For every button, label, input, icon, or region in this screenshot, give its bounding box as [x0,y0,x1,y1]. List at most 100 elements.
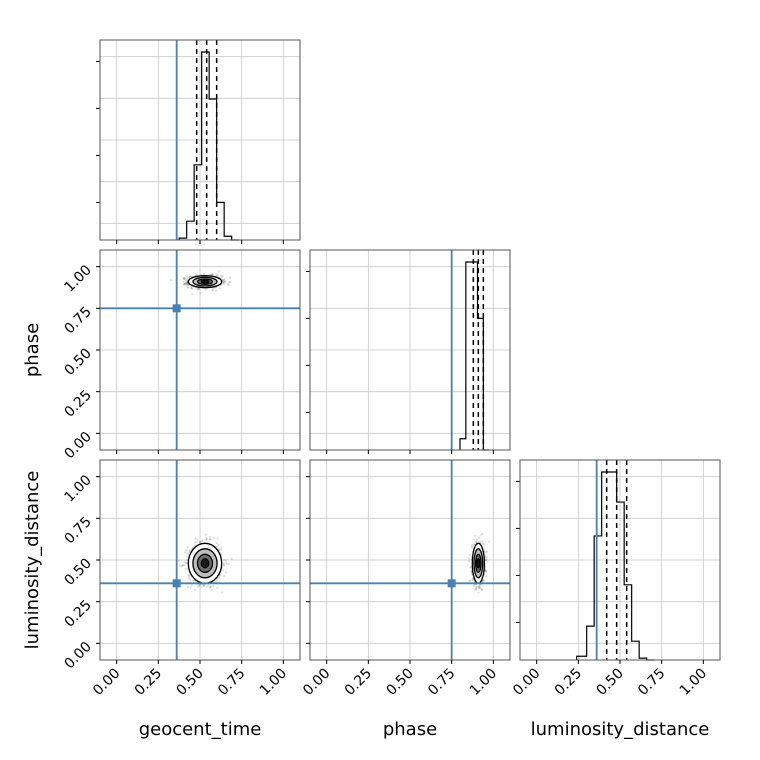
sample-point [475,538,479,541]
sample-point [228,281,231,284]
sample-point [183,283,186,286]
sample-point [485,558,488,562]
sample-point [183,277,186,280]
sample-point [471,543,474,546]
sample-point [478,586,482,590]
sample-point [194,588,197,591]
sample-point [184,567,188,570]
sample-point [212,536,216,539]
sample-point [227,563,231,566]
sample-point [222,278,225,281]
sample-point [211,584,214,588]
sample-point [187,552,190,556]
sample-point [181,563,184,566]
sample-point [215,289,218,292]
y-tick-label: 0.50 [61,346,94,379]
sample-point [481,540,484,543]
sample-point [228,276,232,279]
sample-point [484,550,487,553]
sample-point [220,546,223,550]
sample-point [230,557,233,561]
sample-point [214,286,217,289]
scatter-panel-geocent_time-vs-phase: 0.00 0.25 0.50 0.75 1.00 [61,249,301,462]
sample-point [185,562,188,565]
sample-point [202,272,206,276]
x-tick-label: 0.25 [552,666,585,699]
sample-point [186,275,189,278]
sample-point [196,538,199,541]
sample-point [186,546,190,549]
density-contour [476,558,481,569]
sample-point [183,283,186,286]
sample-point [474,586,478,590]
sample-point [186,586,190,589]
x-axis-label-luminosity_distance: luminosity_distance [531,719,710,740]
y-tick-label: 0.75 [61,304,94,337]
sample-point [186,281,189,285]
sample-point [484,556,487,559]
sample-point [204,533,207,536]
sample-point [221,591,224,594]
sample-point [225,562,228,565]
sample-point [222,282,225,285]
sample-point [215,546,219,549]
sample-point [205,538,208,541]
sample-point [196,288,199,291]
sample-point [478,584,481,587]
sample-point [215,273,218,276]
sample-point [217,548,220,551]
sample-point [177,559,181,563]
histogram-panel-geocent_time [96,39,301,244]
sample-point [480,583,483,587]
histogram-steps [178,51,240,241]
sample-point [484,569,487,572]
sample-point [218,576,221,580]
sample-point [193,543,196,547]
sample-point [184,283,188,286]
sample-point [183,277,187,280]
sample-point [197,585,200,588]
x-tick-label: 0.50 [593,666,626,699]
y-tick-label: 0.25 [61,597,94,630]
truth-marker [172,579,181,588]
sample-point [187,550,190,554]
sample-point [467,557,470,560]
sample-point [205,539,208,542]
sample-point [208,586,212,590]
sample-point [190,275,193,278]
sample-point [216,274,219,277]
sample-point [211,273,214,276]
sample-point [227,283,230,287]
y-tick-label: 0.50 [61,556,94,589]
sample-point [218,286,222,290]
sample-point [220,274,223,277]
histogram-panel-phase [306,249,511,454]
sample-point [477,585,480,588]
truth-marker [447,579,456,588]
sample-point [222,282,225,285]
sample-point [478,587,481,590]
x-axis-label-geocent_time: geocent_time [139,719,262,740]
sample-point [468,554,472,557]
sample-point [472,579,475,582]
sample-point [481,533,484,536]
sample-point [222,280,225,283]
sample-point [479,534,482,537]
sample-point [194,541,197,544]
x-tick-label: 0.75 [425,666,458,699]
sample-point [192,579,195,582]
sample-point [186,286,189,289]
sample-point [485,550,489,553]
sample-point [185,281,188,284]
x-tick-label: 0.00 [510,666,543,699]
sample-point [220,548,223,551]
sample-point [199,540,202,543]
y-tick-label: 1.00 [61,472,94,505]
sample-point [189,286,192,290]
sample-point [198,287,201,291]
sample-point [475,588,478,591]
sample-point [198,541,202,544]
sample-point [200,540,203,543]
sample-point [470,546,473,549]
sample-point [199,292,202,295]
